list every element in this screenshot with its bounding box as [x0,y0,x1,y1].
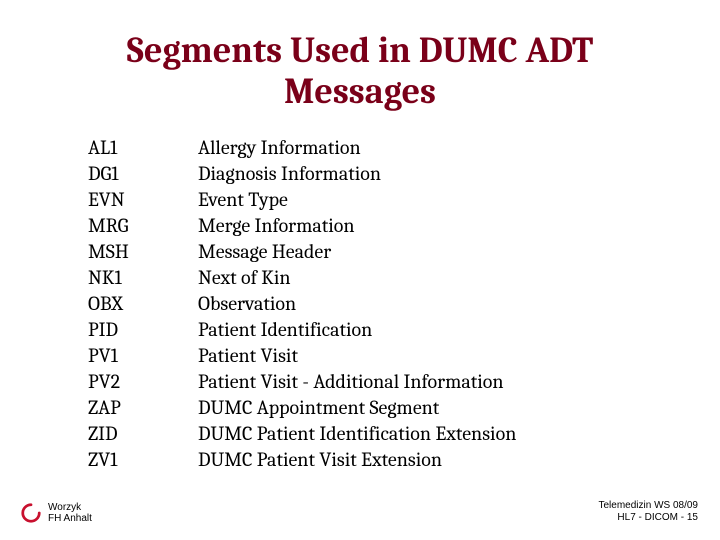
footer-author: Worzyk [48,502,92,513]
table-row: PV1 Patient Visit [88,343,672,369]
table-row: PID Patient Identification [88,317,672,343]
footer-org: FH Anhalt [48,513,92,524]
segment-description: Patient Visit - Additional Information [198,369,672,395]
segment-code: PV2 [88,369,198,395]
segment-code: ZAP [88,395,198,421]
segment-description: DUMC Patient Identification Extension [198,421,672,447]
table-row: MRG Merge Information [88,213,672,239]
segment-code: NK1 [88,265,198,291]
segment-description: Message Header [198,239,672,265]
table-row: DG1 Diagnosis Information [88,161,672,187]
table-row: ZV1 DUMC Patient Visit Extension [88,447,672,473]
footer-pageinfo: HL7 - DICOM - 15 [599,512,699,524]
footer-course: Telemedizin WS 08/09 [599,500,699,512]
table-row: NK1 Next of Kin [88,265,672,291]
table-row: PV2 Patient Visit - Additional Informati… [88,369,672,395]
table-row: ZID DUMC Patient Identification Extensio… [88,421,672,447]
footer-right: Telemedizin WS 08/09 HL7 - DICOM - 15 [599,500,699,524]
segment-description: Diagnosis Information [198,161,672,187]
table-row: MSH Message Header [88,239,672,265]
segment-code: EVN [88,187,198,213]
table-row: EVN Event Type [88,187,672,213]
segment-description: Patient Identification [198,317,672,343]
segment-code: ZV1 [88,447,198,473]
segment-code: PID [88,317,198,343]
logo-icon [20,502,42,524]
segment-description: DUMC Patient Visit Extension [198,447,672,473]
footer-author-block: Worzyk FH Anhalt [48,502,92,524]
segment-description: Patient Visit [198,343,672,369]
segment-description: Merge Information [198,213,672,239]
segment-description: Allergy Information [198,135,672,161]
slide-title: Segments Used in DUMC ADT Messages [48,30,672,113]
table-row: ZAP DUMC Appointment Segment [88,395,672,421]
slide-footer: Worzyk FH Anhalt Telemedizin WS 08/09 HL… [0,500,720,524]
segment-code: MSH [88,239,198,265]
segment-code: DG1 [88,161,198,187]
segment-code: ZID [88,421,198,447]
slide: Segments Used in DUMC ADT Messages AL1 A… [0,0,720,540]
footer-left: Worzyk FH Anhalt [20,502,92,524]
segment-description: DUMC Appointment Segment [198,395,672,421]
segments-table: AL1 Allergy Information DG1 Diagnosis In… [88,135,672,473]
table-row: AL1 Allergy Information [88,135,672,161]
segment-code: AL1 [88,135,198,161]
segment-code: OBX [88,291,198,317]
segment-code: MRG [88,213,198,239]
table-row: OBX Observation [88,291,672,317]
segment-description: Event Type [198,187,672,213]
segment-code: PV1 [88,343,198,369]
segment-description: Next of Kin [198,265,672,291]
segment-description: Observation [198,291,672,317]
